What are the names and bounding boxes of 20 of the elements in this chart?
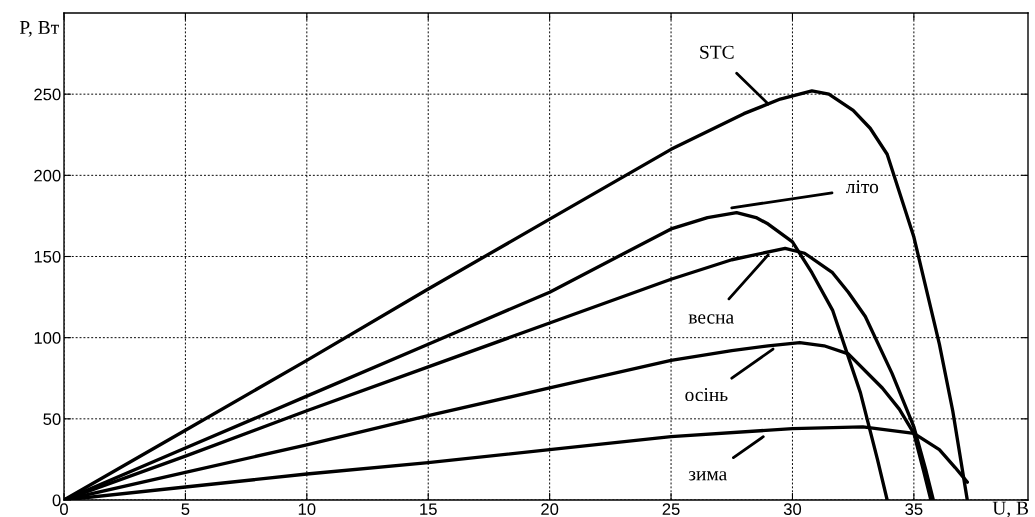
x-tick-label: 35 bbox=[905, 503, 923, 516]
x-axis-title: U, B bbox=[992, 501, 1029, 517]
y-tick-label: 0 bbox=[52, 494, 61, 507]
x-tick-label: 20 bbox=[541, 503, 559, 516]
x-tick-label: 5 bbox=[181, 503, 190, 516]
y-axis-title: P, Вт bbox=[19, 21, 59, 37]
x-tick-label: 15 bbox=[420, 503, 437, 516]
annotation: літо bbox=[845, 180, 879, 194]
y-tick-label: 200 bbox=[34, 169, 61, 182]
y-tick-label: 50 bbox=[43, 413, 61, 426]
annotation: STC bbox=[700, 45, 734, 59]
annotation: весна bbox=[688, 314, 734, 324]
annotation: зима bbox=[688, 471, 727, 481]
x-tick-label: 10 bbox=[298, 503, 316, 516]
y-tick-label: 250 bbox=[34, 88, 61, 101]
y-tick-label: 100 bbox=[34, 332, 61, 344]
x-tick-label: 25 bbox=[662, 503, 680, 516]
x-tick-label: 30 bbox=[783, 503, 802, 516]
y-tick-label: 150 bbox=[34, 250, 61, 263]
annotation: осінь bbox=[685, 388, 728, 402]
